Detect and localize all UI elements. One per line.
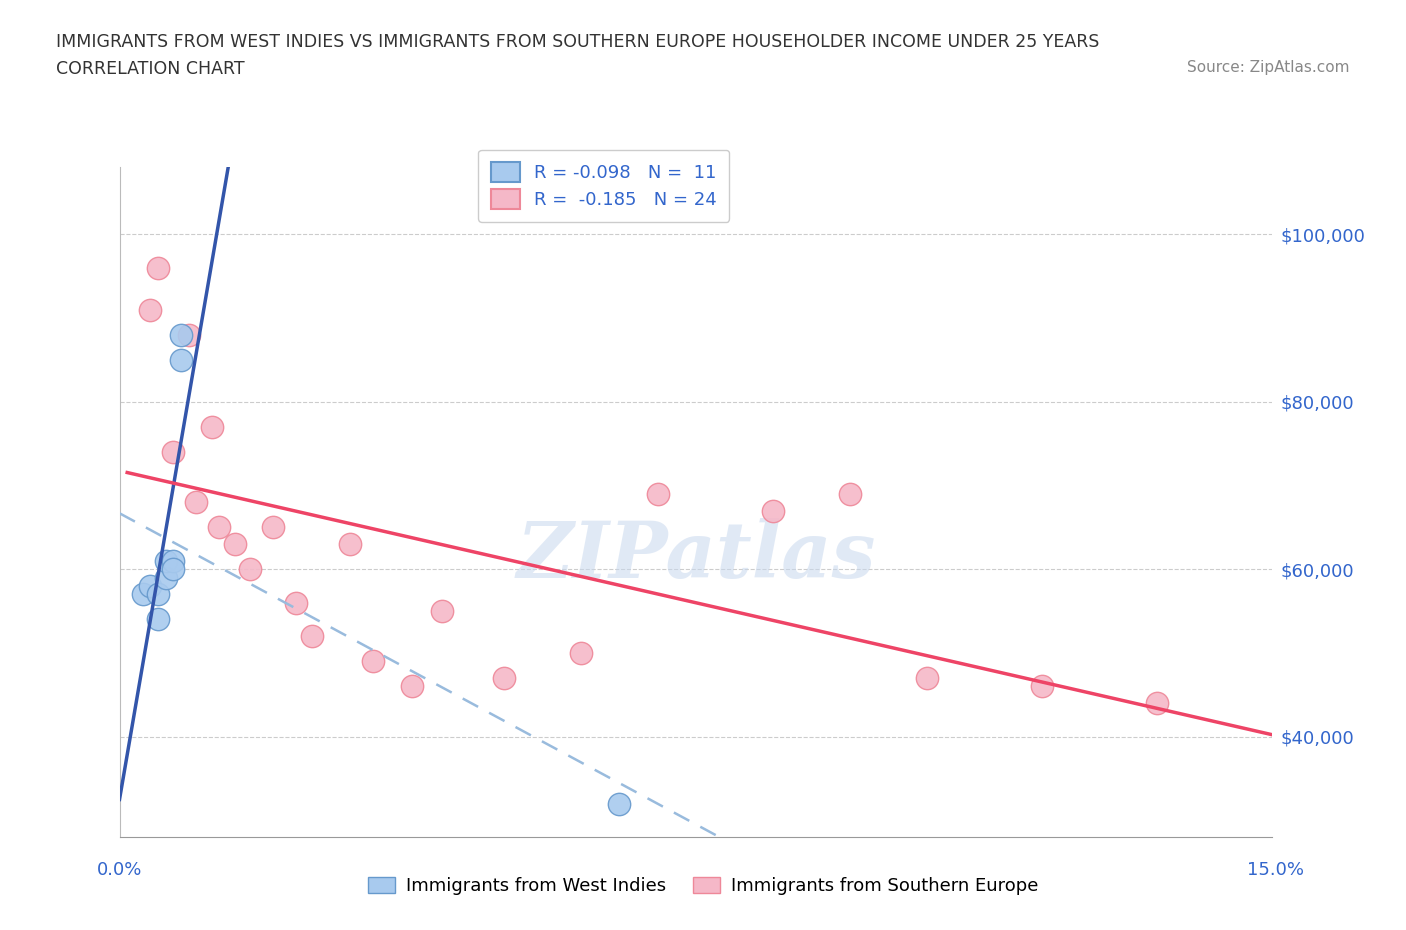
- Point: [1031, 679, 1053, 694]
- Point: [339, 537, 361, 551]
- Text: 0.0%: 0.0%: [97, 860, 142, 879]
- Point: [177, 327, 200, 342]
- Point: [401, 679, 423, 694]
- Point: [146, 612, 169, 627]
- Point: [131, 587, 153, 602]
- Point: [162, 553, 184, 568]
- Point: [915, 671, 938, 685]
- Legend: R = -0.098   N =  11, R =  -0.185   N = 24: R = -0.098 N = 11, R = -0.185 N = 24: [478, 150, 730, 222]
- Point: [146, 587, 169, 602]
- Text: ZIPatlas: ZIPatlas: [516, 517, 876, 594]
- Point: [432, 604, 454, 618]
- Text: 15.0%: 15.0%: [1247, 860, 1303, 879]
- Point: [285, 595, 308, 610]
- Point: [569, 645, 592, 660]
- Point: [162, 445, 184, 459]
- Text: Source: ZipAtlas.com: Source: ZipAtlas.com: [1187, 60, 1350, 75]
- Point: [361, 654, 384, 669]
- Point: [201, 419, 224, 434]
- Point: [492, 671, 515, 685]
- Point: [139, 578, 162, 593]
- Point: [301, 629, 323, 644]
- Point: [139, 302, 162, 317]
- Point: [647, 486, 669, 501]
- Point: [224, 537, 246, 551]
- Point: [1146, 696, 1168, 711]
- Point: [155, 553, 177, 568]
- Point: [607, 796, 630, 811]
- Point: [262, 520, 284, 535]
- Point: [239, 562, 262, 577]
- Text: CORRELATION CHART: CORRELATION CHART: [56, 60, 245, 78]
- Text: IMMIGRANTS FROM WEST INDIES VS IMMIGRANTS FROM SOUTHERN EUROPE HOUSEHOLDER INCOM: IMMIGRANTS FROM WEST INDIES VS IMMIGRANT…: [56, 33, 1099, 50]
- Point: [155, 570, 177, 585]
- Point: [170, 327, 193, 342]
- Legend: Immigrants from West Indies, Immigrants from Southern Europe: Immigrants from West Indies, Immigrants …: [359, 868, 1047, 904]
- Point: [838, 486, 860, 501]
- Point: [762, 503, 785, 518]
- Point: [170, 352, 193, 367]
- Point: [146, 260, 169, 275]
- Point: [186, 495, 208, 510]
- Point: [208, 520, 231, 535]
- Point: [162, 562, 184, 577]
